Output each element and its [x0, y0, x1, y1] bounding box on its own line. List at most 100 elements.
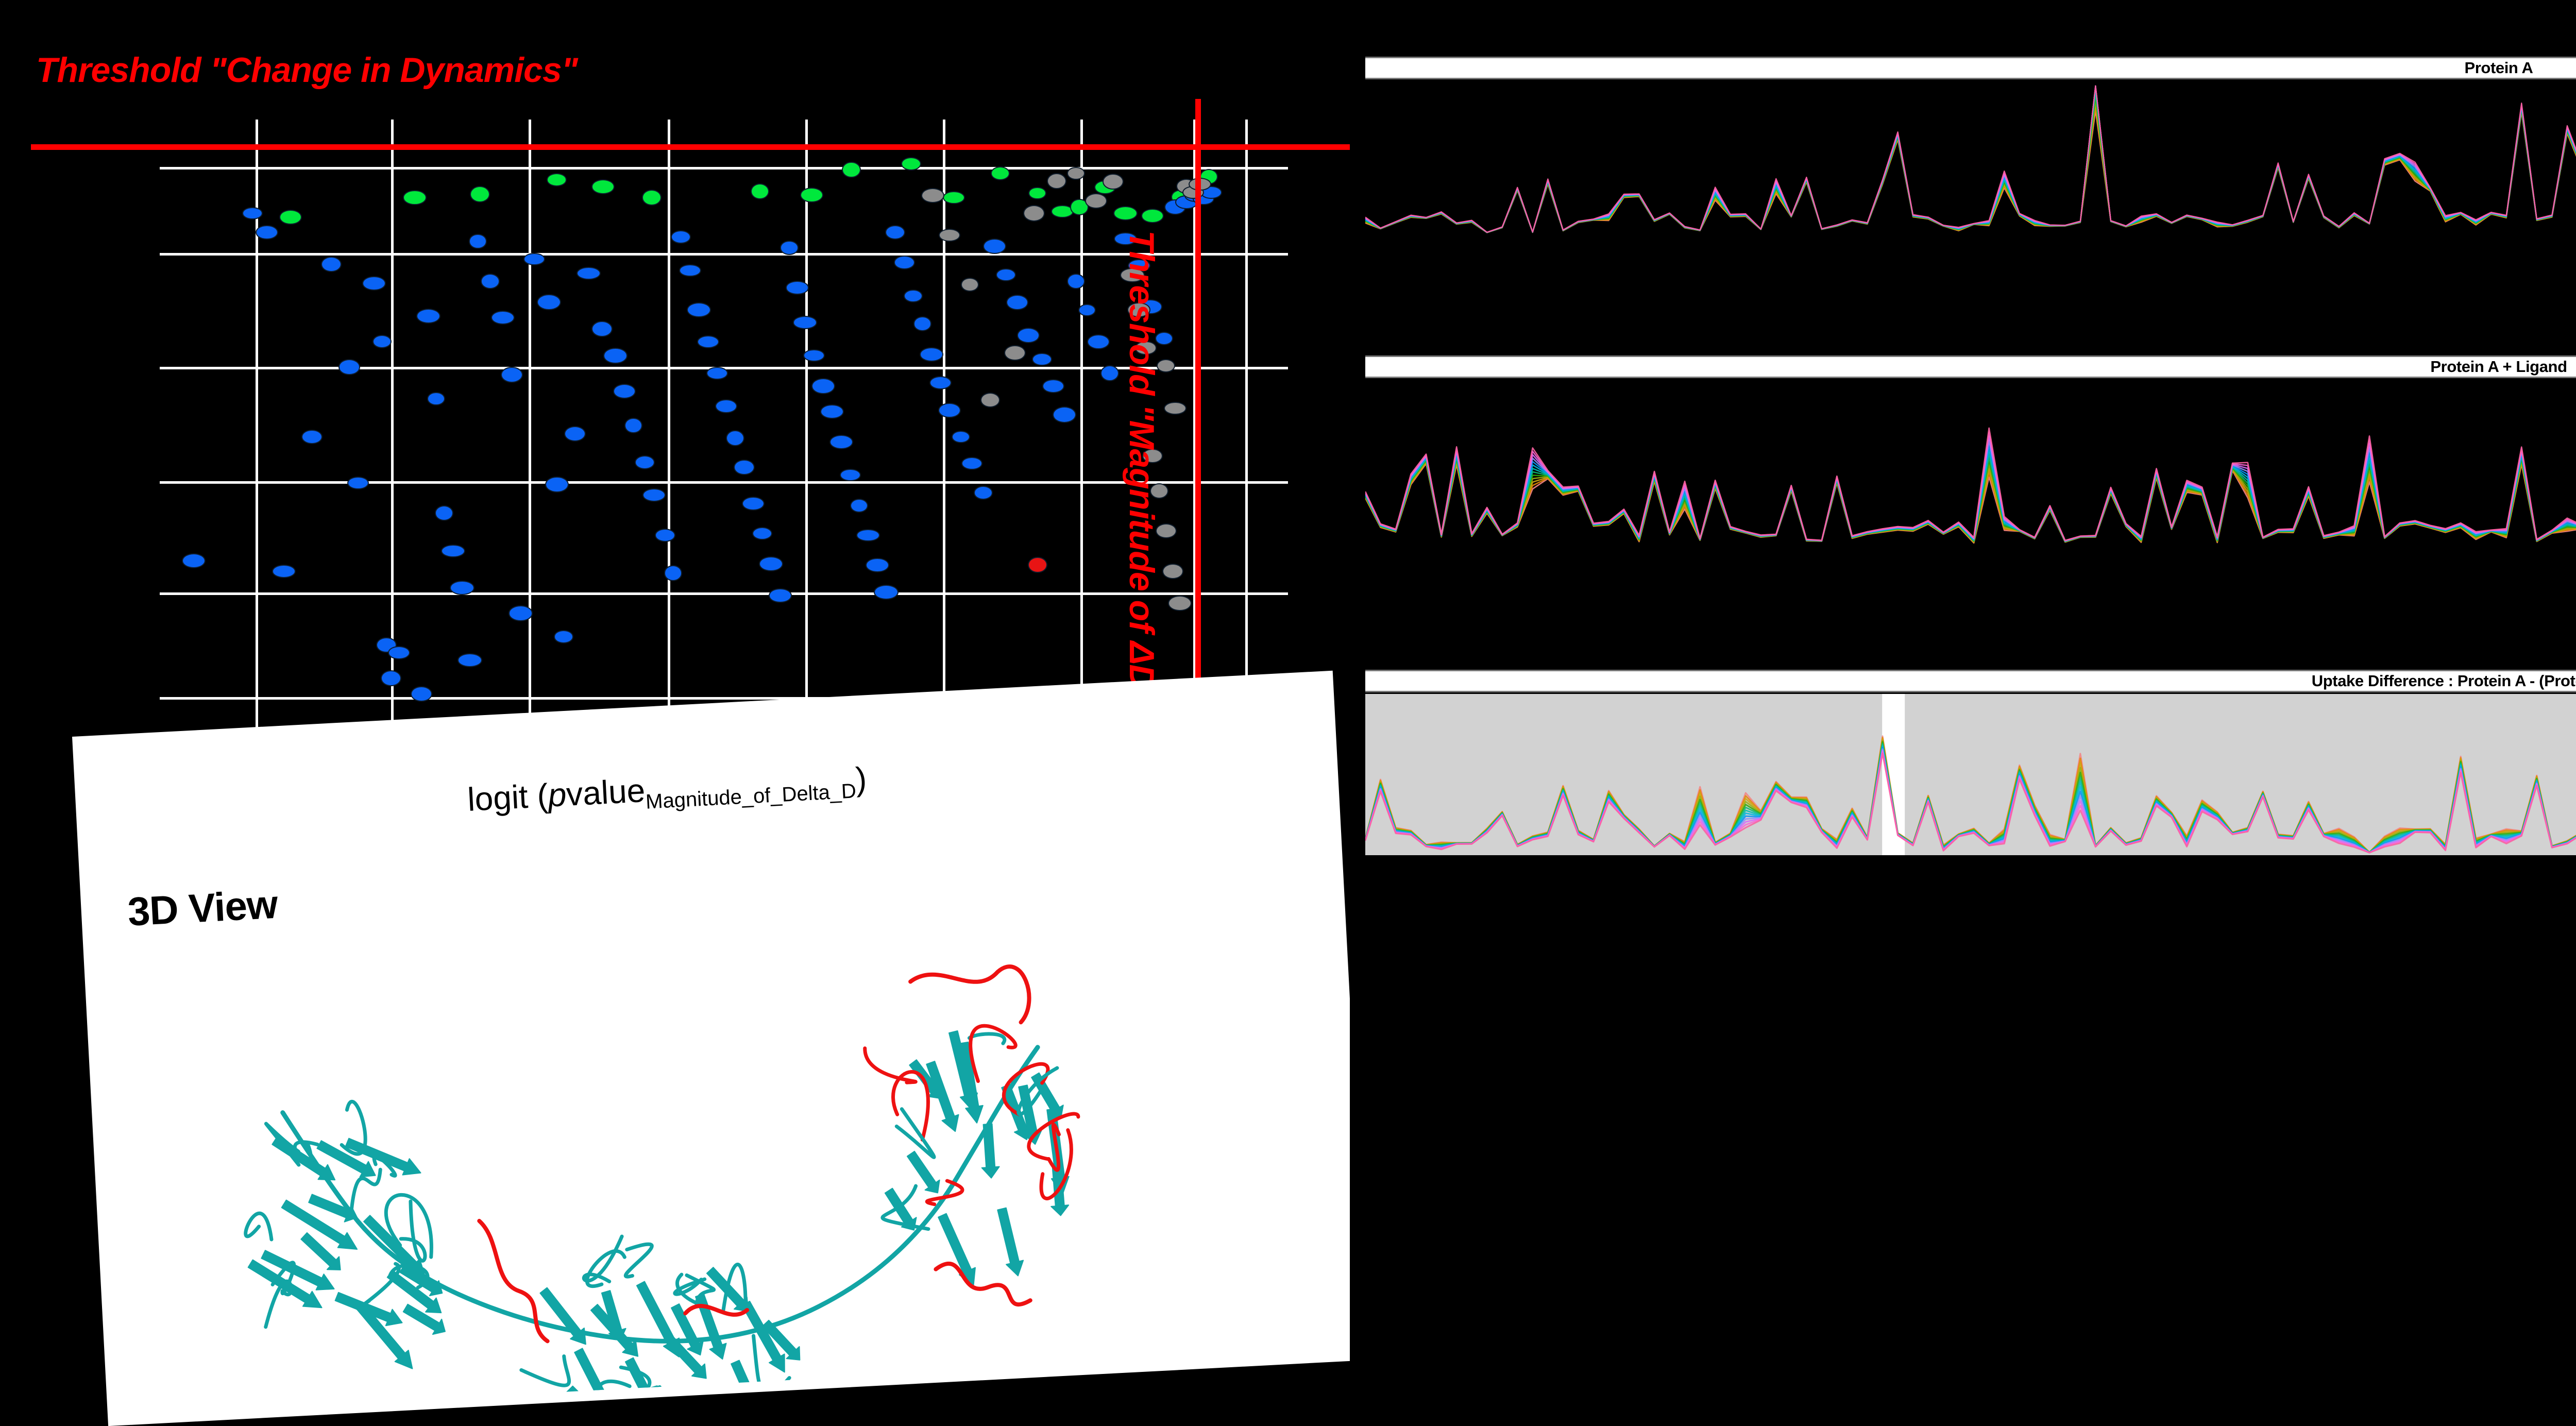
volcano-point-normal[interactable] [938, 402, 961, 418]
volcano-point-significant[interactable] [901, 157, 921, 171]
volcano-plot-area[interactable]: Threshold "Change in Dynamics" Threshold… [31, 50, 1355, 772]
volcano-point-excluded[interactable] [921, 188, 944, 203]
volcano-point-normal[interactable] [874, 585, 899, 600]
volcano-point-excluded[interactable] [980, 392, 1001, 408]
volcano-point-normal[interactable] [951, 430, 971, 444]
volcano-point-normal[interactable] [1155, 331, 1173, 346]
volcano-point-excluded[interactable] [1085, 193, 1108, 209]
volcano-point-normal[interactable] [820, 404, 844, 419]
volcano-point-significant[interactable] [990, 166, 1010, 181]
volcano-point-significant[interactable] [279, 210, 302, 225]
volcano-point-excluded[interactable] [961, 278, 979, 292]
volcano-point-normal[interactable] [545, 476, 569, 493]
protein-ribbon-diagram[interactable] [145, 892, 1276, 1413]
volcano-point-normal[interactable] [752, 527, 773, 540]
volcano-point-normal[interactable] [803, 349, 825, 362]
volcano-point-normal[interactable] [564, 426, 586, 442]
volcano-point-significant[interactable] [641, 190, 662, 206]
volcano-point-normal[interactable] [792, 316, 818, 330]
volcano-point-normal[interactable] [913, 316, 932, 331]
volcano-point-normal[interactable] [759, 556, 784, 572]
volcano-point-normal[interactable] [769, 588, 792, 603]
volcano-point-normal[interactable] [500, 366, 523, 383]
volcano-point-excluded[interactable] [1163, 401, 1187, 415]
volcano-point-excluded[interactable] [1156, 523, 1177, 538]
volcano-point-excluded[interactable] [1046, 173, 1067, 190]
volcano-point-normal[interactable] [490, 310, 515, 325]
volcano-point-significant[interactable] [842, 161, 861, 178]
volcano-point-excluded[interactable] [1023, 205, 1045, 222]
volcano-point-normal[interactable] [576, 266, 601, 280]
volcano-point-normal[interactable] [1114, 232, 1138, 246]
volcano-point-normal[interactable] [457, 653, 483, 667]
volcano-point-normal[interactable] [469, 234, 487, 249]
volcano-point-normal[interactable] [181, 553, 206, 568]
volcano-point-normal[interactable] [829, 434, 853, 450]
uptake-chart-protein-a[interactable] [1365, 79, 2576, 242]
volcano-point-excluded[interactable] [1102, 174, 1124, 190]
volcano-point-normal[interactable] [1032, 353, 1052, 366]
volcano-point-normal[interactable] [481, 274, 500, 289]
volcano-point-normal[interactable] [866, 557, 889, 573]
volcano-point-excluded[interactable] [1066, 167, 1086, 180]
volcano-point-normal[interactable] [603, 348, 628, 364]
uptake-chart-difference[interactable] [1365, 694, 2576, 855]
volcano-point-significant[interactable] [1113, 206, 1138, 221]
volcano-point-normal[interactable] [613, 383, 636, 399]
volcano-point-normal[interactable] [410, 686, 433, 702]
volcano-point-normal[interactable] [654, 528, 676, 542]
volcano-point-normal[interactable] [387, 646, 410, 659]
volcano-point-normal[interactable] [664, 565, 683, 582]
volcano-point-normal[interactable] [929, 376, 952, 390]
volcano-point-normal[interactable] [697, 335, 720, 348]
volcano-point-normal[interactable] [811, 378, 835, 394]
volcano-point-normal[interactable] [362, 276, 386, 291]
volcano-point-excluded[interactable] [1162, 564, 1184, 580]
volcano-point-normal[interactable] [272, 565, 296, 579]
volcano-point-normal[interactable] [372, 335, 392, 349]
volcano-point-normal[interactable] [1078, 303, 1096, 316]
volcano-point-normal[interactable] [1006, 295, 1028, 310]
volcano-point-excluded[interactable] [1004, 345, 1026, 361]
volcano-point-normal[interactable] [301, 429, 323, 445]
volcano-point-normal[interactable] [779, 241, 799, 255]
volcano-point-flagged[interactable] [1027, 557, 1047, 573]
volcano-point-normal[interactable] [725, 430, 745, 447]
volcano-point-normal[interactable] [742, 496, 765, 511]
volcano-point-normal[interactable] [416, 309, 440, 324]
uptake-chart-protein-a-ligand[interactable] [1365, 378, 2576, 551]
volcano-point-normal[interactable] [1017, 328, 1040, 343]
volcano-point-normal[interactable] [242, 207, 263, 220]
volcano-point-normal[interactable] [715, 399, 737, 414]
volcano-point-normal[interactable] [974, 486, 993, 500]
volcano-point-excluded[interactable] [1135, 341, 1157, 355]
volcano-point-excluded[interactable] [1120, 267, 1145, 283]
volcano-point-significant[interactable] [470, 186, 490, 203]
volcano-point-excluded[interactable] [1167, 595, 1192, 611]
volcano-point-normal[interactable] [347, 477, 369, 490]
volcano-point-significant[interactable] [750, 183, 770, 199]
volcano-point-normal[interactable] [687, 302, 711, 318]
volcano-point-significant[interactable] [800, 187, 824, 203]
volcano-point-normal[interactable] [1066, 274, 1085, 290]
volcano-point-normal[interactable] [256, 225, 278, 240]
volcano-point-normal[interactable] [919, 347, 944, 362]
volcano-point-significant[interactable] [943, 191, 965, 205]
volcano-point-normal[interactable] [894, 255, 915, 269]
volcano-point-normal[interactable] [996, 268, 1016, 282]
volcano-point-significant[interactable] [1141, 209, 1164, 224]
volcano-point-normal[interactable] [591, 320, 613, 337]
volcano-point-significant[interactable] [591, 179, 615, 195]
volcano-point-normal[interactable] [554, 630, 573, 643]
volcano-point-normal[interactable] [434, 505, 453, 521]
volcano-point-normal[interactable] [635, 455, 655, 469]
volcano-point-normal[interactable] [320, 256, 342, 273]
volcano-point-normal[interactable] [840, 468, 861, 482]
volcano-point-normal[interactable] [1042, 379, 1065, 393]
volcano-point-significant[interactable] [1028, 186, 1047, 200]
volcano-point-normal[interactable] [734, 459, 755, 476]
volcano-point-significant[interactable] [403, 190, 427, 205]
volcano-point-excluded[interactable] [1157, 359, 1176, 373]
volcano-point-normal[interactable] [706, 367, 728, 380]
volcano-point-normal[interactable] [624, 417, 643, 434]
